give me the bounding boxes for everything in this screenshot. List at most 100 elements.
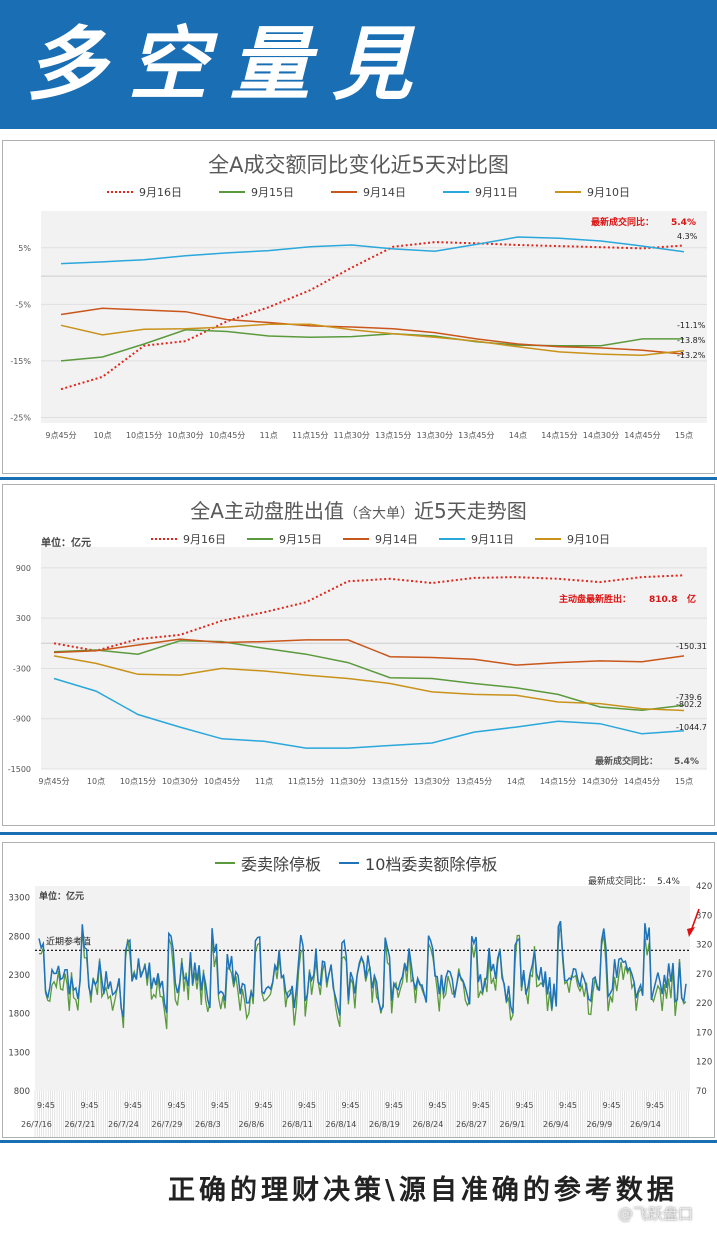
time-label: 9:45 (298, 1101, 316, 1110)
top-note-value: 5.4% (657, 877, 680, 887)
x-tick-label: 10点 (93, 431, 111, 440)
chart2-legend-item: 9月16日 (151, 531, 247, 547)
y-tick-label: 2300 (8, 971, 30, 981)
date-label: 26/8/27 (456, 1120, 487, 1129)
end-value-label: -150.31 (676, 642, 707, 651)
date-label: 26/7/16 (21, 1120, 52, 1129)
time-label: 9:45 (342, 1101, 360, 1110)
x-tick-label: 14点30分 (583, 431, 619, 440)
y-tick-label: 3300 (8, 894, 30, 904)
end-value-label: -802.2 (676, 700, 702, 709)
series-line (53, 640, 685, 712)
x-tick-label: 10点45分 (204, 777, 240, 786)
time-label: 9:45 (646, 1101, 664, 1110)
y2-tick-label: 70 (696, 1087, 707, 1097)
x-tick-label: 10点15分 (126, 431, 162, 440)
series-line (53, 574, 685, 652)
chart3-panel: 委卖除停板 10档委卖额除停板 最新成交同比： 5.4% 单位：亿元 3300 280… (2, 842, 715, 1138)
date-label: 26/9/14 (630, 1120, 661, 1129)
chart1-legend-item: 9月14日 (331, 184, 443, 200)
arrow-marker (690, 908, 700, 932)
legend-label: 9月16日 (183, 533, 226, 546)
y2-tick-label: 370 (696, 911, 712, 921)
chart1-legend-item: 9月10日 (555, 184, 630, 200)
y2-tick-label: 170 (696, 1028, 712, 1038)
date-label: 26/7/24 (108, 1120, 139, 1129)
x-tick-label: 10点30分 (167, 431, 203, 440)
reference-label: 近期参考值 (46, 935, 91, 947)
y2-tick-label: 420 (696, 882, 712, 892)
legend-label: 9月11日 (471, 533, 514, 546)
y-tick-label: 900 (16, 564, 31, 573)
time-label: 9:45 (429, 1101, 447, 1110)
end-value-label: -13.2% (677, 351, 706, 360)
y-tick-label: -300 (13, 664, 31, 673)
x-tick-label: 11点 (255, 777, 273, 786)
y-tick-label: 5% (18, 244, 31, 253)
x-tick-label: 14点30分 (582, 777, 618, 786)
end-value-label: -13.8% (677, 336, 706, 345)
series-line-blue (38, 920, 687, 1018)
x-tick-label: 15点 (675, 777, 693, 786)
legend-label: 9月15日 (251, 186, 294, 199)
panel-divider (0, 1140, 717, 1143)
end-value-label: -1044.7 (676, 723, 707, 732)
legend-label: 9月15日 (279, 533, 322, 546)
legend-label: 9月11日 (475, 186, 518, 199)
net-win-unit: 亿 (687, 593, 696, 605)
panel-divider (0, 477, 717, 480)
chart2-unit: 单位：亿元 (41, 538, 91, 549)
latest-ratio-label: 最新成交同比： (591, 216, 654, 228)
y-tick-label: 300 (16, 614, 31, 623)
footnote-label: 最新成交同比： (595, 755, 658, 767)
chart2-title: 全A主动盘胜出值 (190, 499, 344, 523)
time-label: 9:45 (81, 1101, 99, 1110)
watermark: @飞跃盘口 (618, 1205, 694, 1223)
y-tick-label: 2800 (8, 932, 30, 942)
series-line (53, 677, 685, 749)
net-win-value: 810.8 (649, 595, 677, 605)
top-note-label: 最新成交同比： (588, 877, 652, 887)
x-tick-label: 14点45分 (624, 431, 660, 440)
time-label: 9:45 (37, 1101, 55, 1110)
x-tick-label: 11点15分 (292, 431, 328, 440)
series-line (60, 323, 685, 357)
date-label: 26/8/11 (282, 1120, 313, 1129)
x-tick-label: 13点30分 (414, 777, 450, 786)
time-label: 9:45 (255, 1101, 273, 1110)
date-label: 26/8/19 (369, 1120, 400, 1129)
x-tick-label: 13点30分 (417, 431, 453, 440)
y-tick-label: -15% (10, 357, 31, 366)
legend-label: 9月16日 (139, 186, 182, 199)
date-label: 26/8/6 (239, 1120, 265, 1129)
x-tick-label: 10点45分 (209, 431, 245, 440)
chart3-legend-item: 10档委卖额除停板 (339, 851, 497, 875)
legend-label: 委卖除停板 (241, 855, 322, 874)
chart3-legend: 委卖除停板 10档委卖额除停板 (215, 851, 497, 875)
x-tick-label: 14点 (509, 431, 527, 440)
chart2-plot: 900 300 -300 -900 -1500 9点45分 10点 10点15分 10点30分 1… (8, 547, 707, 786)
x-tick-label: 15点 (675, 431, 693, 440)
net-win-label: 主动盘最新胜出： (559, 593, 631, 605)
series-line (60, 241, 685, 391)
date-label: 26/9/9 (587, 1120, 613, 1129)
chart3-legend-item: 委卖除停板 (215, 851, 321, 875)
y-tick-label: -25% (10, 414, 31, 423)
legend-label: 9月14日 (363, 186, 406, 199)
chart1-legend: 9月16日 9月15日 9月14日 9月11日 9月10日 (107, 184, 630, 200)
x-tick-label: 11点30分 (334, 431, 370, 440)
y-tick-label: -900 (13, 715, 31, 724)
end-value-label: 4.3% (677, 232, 698, 241)
date-label: 26/9/1 (500, 1120, 526, 1129)
y-tick-label: -1500 (8, 765, 31, 774)
date-label: 26/7/21 (65, 1120, 96, 1129)
y2-tick-label: 320 (696, 941, 712, 951)
series-line (53, 655, 685, 712)
time-label: 9:45 (385, 1101, 403, 1110)
panel-divider (0, 832, 717, 835)
chart2-legend-item: 9月10日 (535, 531, 610, 547)
x-tick-label: 10点30分 (162, 777, 198, 786)
legend-label: 10档委卖额除停板 (365, 855, 498, 874)
date-label: 26/8/14 (326, 1120, 357, 1129)
chart1-title: 全A成交额同比变化近5天对比图 (208, 153, 509, 177)
